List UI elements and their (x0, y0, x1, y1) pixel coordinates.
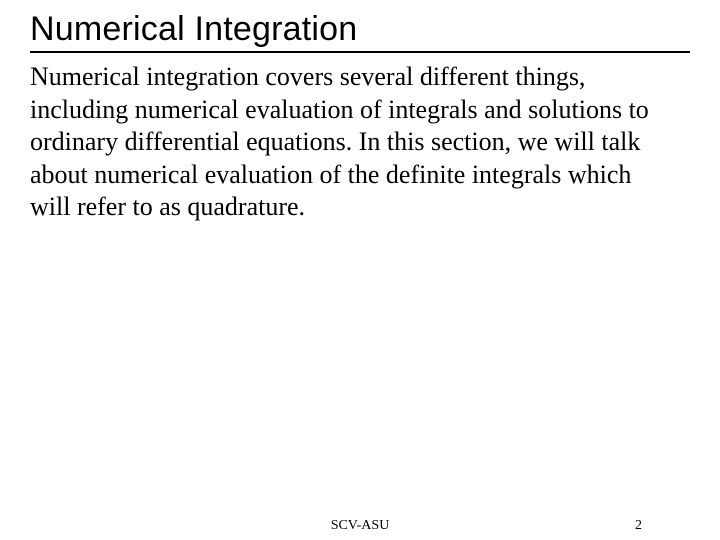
slide-title: Numerical Integration (30, 10, 690, 53)
slide: Numerical Integration Numerical integrat… (0, 0, 720, 540)
footer-center-text: SCV-ASU (331, 518, 390, 534)
slide-body-text: Numerical integration covers several dif… (30, 61, 670, 224)
page-number: 2 (635, 518, 642, 534)
